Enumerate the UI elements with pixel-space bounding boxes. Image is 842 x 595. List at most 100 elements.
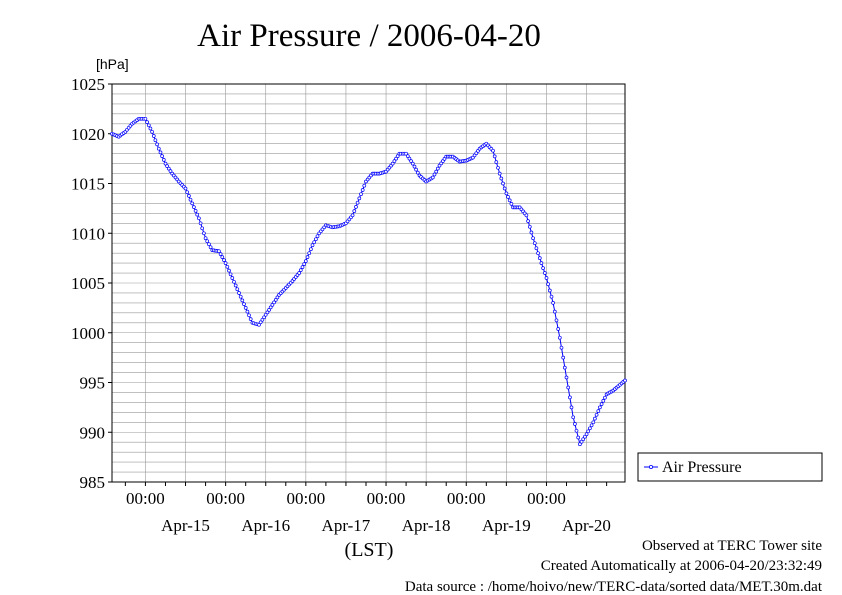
data-point [504,191,509,196]
data-point [588,426,592,431]
data-point [168,169,173,173]
data-point [536,251,540,256]
data-point [183,186,188,191]
data-point [509,202,514,206]
data-point [225,264,230,269]
data-point [432,172,437,177]
data-point [258,320,263,325]
data-point [557,335,562,340]
data-point [307,251,312,256]
y-tick-label: 1010 [71,224,105,243]
data-point [501,181,505,186]
data-point [185,190,190,195]
data-point [562,365,567,370]
data-point [547,288,552,293]
data-point [409,159,413,163]
data-point [404,151,408,156]
data-point [546,282,550,287]
data-point [187,194,191,198]
data-point [148,126,153,131]
data-point [598,405,602,410]
data-point [263,312,268,317]
data-point [143,116,148,121]
data-point [273,298,278,302]
data-point [603,395,607,400]
data-point [589,423,594,428]
series-line [111,118,626,446]
data-point [430,175,435,180]
data-point [544,276,549,280]
data-point [435,166,440,171]
data-point [198,221,203,226]
data-point [394,156,398,161]
data-point [415,170,420,175]
y-tick-label: 1020 [71,125,105,144]
data-point [303,259,308,263]
data-point [228,272,233,277]
data-point [315,234,320,239]
y-tick-label: 1025 [71,75,105,94]
data-point [245,309,250,314]
data-point [192,205,196,209]
data-point [601,399,606,403]
data-point [532,241,537,246]
x-tick-label: 00:00 [367,489,406,508]
x-day-label: Apr-17 [322,516,371,535]
data-point [564,375,569,380]
data-point [272,300,276,305]
data-point [217,249,221,254]
legend-box [637,452,823,482]
data-point [354,205,358,209]
chart-title: Air Pressure / 2006-04-20 [197,18,541,54]
data-point [414,167,418,172]
data-point [230,276,235,280]
y-axis-ticks: 985 990 995 1000 1005 1010 1015 1020 1025 [71,75,112,492]
data-point [203,236,208,241]
data-point [260,317,265,322]
data-point [561,355,566,360]
data-point [591,420,596,425]
data-point [496,165,500,170]
data-point [499,176,504,181]
data-point [233,283,238,288]
data-point [223,261,228,265]
data-point [395,154,400,158]
x-axis-label: (LST) [345,539,394,561]
data-point [309,247,313,252]
data-point [494,160,499,164]
data-point [568,395,572,400]
data-point [360,188,365,192]
data-point [390,161,395,166]
data-point [222,258,226,262]
data-point [160,154,164,158]
data-point [193,209,198,213]
data-point [302,262,307,266]
data-point [265,310,270,315]
data-point [412,164,417,169]
data-point [527,224,532,229]
data-point [559,345,564,350]
data-point [195,212,200,217]
data-point [491,148,495,153]
data-point [497,171,502,176]
data-point [200,226,205,231]
legend: Air Pressure [637,452,823,482]
x-day-label: Apr-20 [562,516,611,535]
data-point [492,154,497,159]
data-point [166,166,171,171]
y-tick-label: 995 [80,374,106,393]
data-point [586,429,591,434]
data-point [243,306,248,310]
data-point [529,230,534,235]
data-point [579,439,584,444]
data-point [248,317,253,321]
data-point [355,200,360,205]
data-point [571,415,576,420]
data-point [262,315,266,320]
legend-label: Air Pressure [662,459,742,476]
data-point [542,271,547,275]
data-point [362,183,367,188]
y-tick-label: 985 [80,473,106,492]
data-point [593,416,597,421]
data-point [270,303,275,307]
